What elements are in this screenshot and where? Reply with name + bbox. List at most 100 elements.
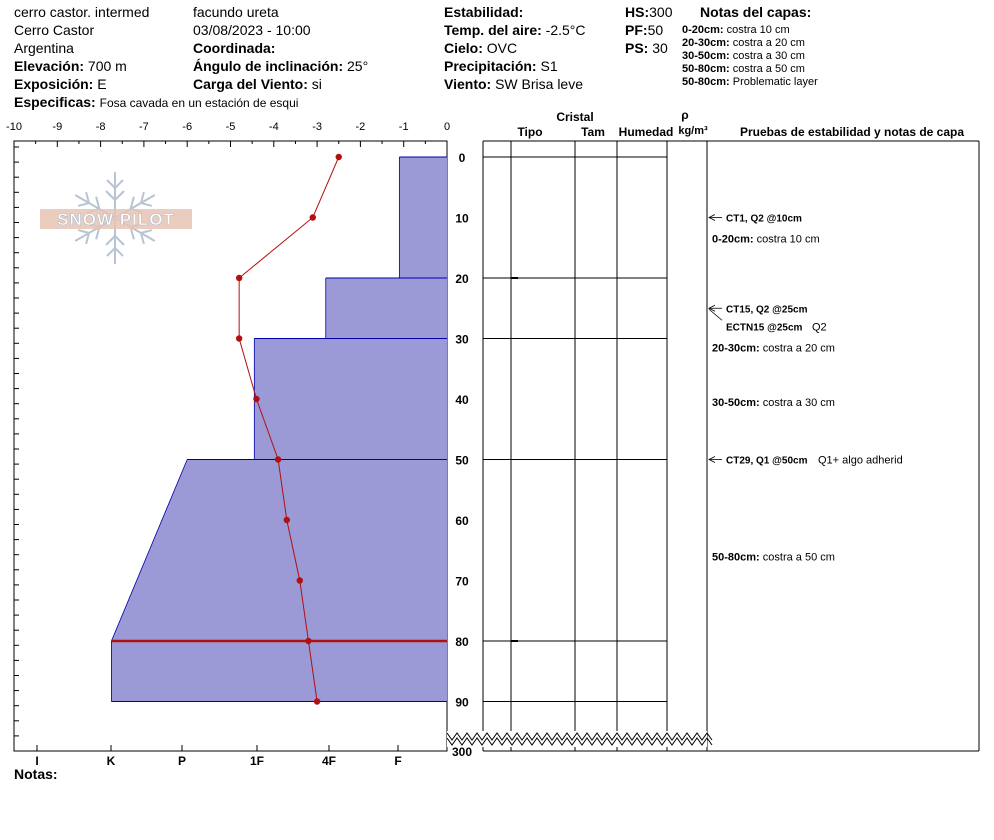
wind-label: Viento: <box>444 76 492 92</box>
layer-note: 50-80cm: Problematic layer <box>682 76 818 89</box>
specifics-label: Especificas: <box>14 94 96 110</box>
depth-tick-label: 20 <box>455 272 469 286</box>
location: Cerro Castor <box>14 22 95 38</box>
aspect: Exposición: E <box>14 76 107 92</box>
pf: PF:50 <box>625 22 663 38</box>
wind-value: SW Brisa leve <box>495 76 584 92</box>
coord-label: Coordinada: <box>193 40 276 56</box>
elevation-value: 700 m <box>87 58 127 74</box>
hardness-tick-label: P <box>178 754 186 768</box>
layer-note: 20-30cm: costra a 20 cm <box>682 37 805 50</box>
temp-tick-label: -3 <box>312 121 322 133</box>
temp-tick-label: -8 <box>96 121 106 133</box>
site-name: cerro castor. intermed <box>14 4 150 20</box>
stability-test-label: CT29, Q1 @50cm <box>726 456 808 467</box>
header-tipo: Tipo <box>517 125 542 139</box>
country: Argentina <box>14 40 74 56</box>
layer-note-text: costra a 50 cm <box>732 63 805 75</box>
temp-tick-label: -6 <box>182 121 192 133</box>
test-arrowhead <box>708 214 716 221</box>
depth-tick-label: 70 <box>455 575 469 589</box>
layer-comment-range: 50-80cm: <box>712 551 763 563</box>
layer-note: 30-50cm: costra a 30 cm <box>682 50 805 63</box>
datetime: 03/08/2023 - 10:00 <box>193 22 311 38</box>
temp-tick-label: -7 <box>139 121 149 133</box>
temperature-point <box>335 153 342 161</box>
depth-tick-label: 60 <box>455 514 469 528</box>
ps-label: PS: <box>625 40 649 56</box>
temperature-point <box>309 214 316 221</box>
notes-label: Notas: <box>14 766 58 782</box>
sky-label: Cielo: <box>444 40 483 56</box>
stability-test-label: ECTN15 @25cm <box>726 322 803 333</box>
temperature-point <box>253 395 260 403</box>
layer-note-range: 50-80cm: <box>682 63 733 75</box>
aspect-label: Exposición: <box>14 76 94 92</box>
slope-angle: Ángulo de inclinación: 25° <box>193 58 368 74</box>
header-tam: Tam <box>581 125 605 139</box>
temp-tick-label: -4 <box>269 121 279 133</box>
depth-break-zigzag <box>446 737 713 746</box>
specifics-value: Fosa cavada en un estación de esqui <box>99 96 299 110</box>
layer-comment-range: 20-30cm: <box>712 343 763 355</box>
hardness-tick-label: I <box>35 754 38 768</box>
depth-tick-label: 80 <box>455 635 469 649</box>
pf-value: 50 <box>647 22 664 38</box>
depth-tick-label: 300 <box>452 745 472 759</box>
temp-tick-label: -9 <box>52 121 62 133</box>
windload-label: Carga del Viento: <box>193 76 308 92</box>
layer-note: 50-80cm: costra a 50 cm <box>682 63 805 76</box>
layer-note: 0-20cm: costra 10 cm <box>682 24 790 37</box>
layer-comment: 50-80cm: costra a 50 cm <box>712 551 835 563</box>
temperature-point <box>283 516 290 524</box>
layer-comment: 0-20cm: costra 10 cm <box>712 234 820 246</box>
temp-tick-label: -2 <box>356 121 366 133</box>
layer-note-range: 0-20cm: <box>682 24 727 36</box>
precipitation: Precipitación: S1 <box>444 58 558 74</box>
depth-tick-label: 40 <box>455 393 469 407</box>
elevation: Elevación: 700 m <box>14 58 127 74</box>
slope-label: Ángulo de inclinación: <box>193 58 344 74</box>
hs: HS:300 <box>625 4 672 20</box>
hardness-profile <box>111 157 448 702</box>
ps-value: 30 <box>652 40 668 56</box>
layer-note-range: 30-50cm: <box>682 50 733 62</box>
temperature-point <box>235 335 243 342</box>
temperature-point <box>305 637 312 645</box>
layer-comment-text: costra a 30 cm <box>763 397 835 409</box>
layer-edge <box>111 459 188 642</box>
logo-banner <box>40 209 192 229</box>
layer-comment-range: 30-50cm: <box>712 397 763 409</box>
temperature-point <box>235 274 243 282</box>
wind: Viento: SW Brisa leve <box>444 76 583 92</box>
temperature-point <box>313 698 321 705</box>
break-mask <box>447 731 707 747</box>
layer-comment: 20-30cm: costra a 20 cm <box>712 343 835 355</box>
stability-test-comment: Q1+ algo adherid <box>818 455 903 467</box>
airtemp-value: -2.5°C <box>545 22 586 38</box>
windload-value: si <box>311 76 322 92</box>
layer-comment: 30-50cm: costra a 30 cm <box>712 397 835 409</box>
temp-tick-label: 0 <box>444 121 450 133</box>
depth-tick-label: 10 <box>455 212 469 226</box>
hardness-tick-label: 4F <box>322 754 336 768</box>
stability-test-label: CT15, Q2 @25cm <box>726 304 808 315</box>
sky-value: OVC <box>486 40 518 56</box>
layer-comment-text: costra 10 cm <box>757 234 820 246</box>
layer-note-range: 20-30cm: <box>682 37 733 49</box>
sky: Cielo: OVC <box>444 40 517 56</box>
temperature-point <box>296 577 303 584</box>
pf-label: PF: <box>625 22 648 38</box>
depth-tick-label: 30 <box>455 333 469 347</box>
header-rho: ρ <box>681 108 688 122</box>
layer-comment-range: 0-20cm: <box>712 234 757 246</box>
layer-note-range: 50-80cm: <box>682 76 733 88</box>
aspect-value: E <box>97 76 107 92</box>
airtemp-label: Temp. del aire: <box>444 22 542 38</box>
wind-loading: Carga del Viento: si <box>193 76 322 92</box>
layer-comment-text: costra a 50 cm <box>763 551 835 563</box>
hs-label: HS: <box>625 4 650 20</box>
hs-value: 300 <box>649 4 673 20</box>
temperature-point <box>274 456 282 463</box>
stability-test-label: CT1, Q2 @10cm <box>726 214 802 225</box>
